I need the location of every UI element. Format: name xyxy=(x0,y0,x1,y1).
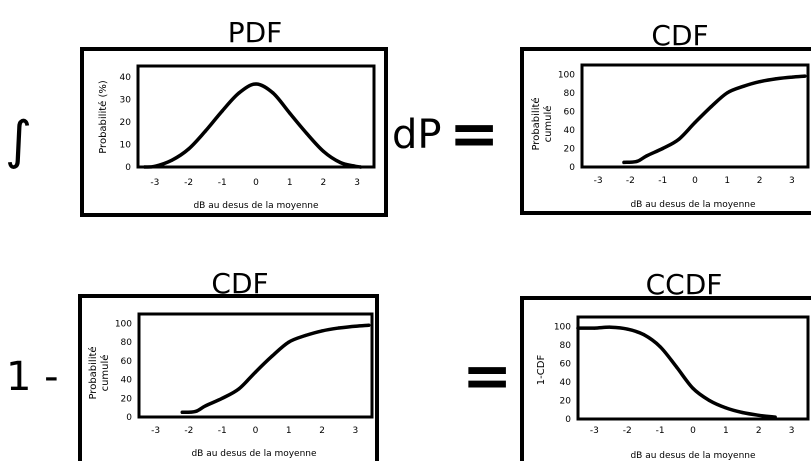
x-tick-label: 0 xyxy=(692,176,698,186)
y-tick-label: 60 xyxy=(564,107,576,117)
equals-sign-bottom: = xyxy=(462,341,512,411)
plot-frame xyxy=(137,312,374,419)
y-tick-label: 100 xyxy=(558,70,575,80)
y-tick-label: 0 xyxy=(125,163,131,173)
x-tick-label: 3 xyxy=(789,426,795,436)
data-points xyxy=(180,323,371,414)
x-tick-label: 1 xyxy=(287,178,293,188)
y-tick-label: 40 xyxy=(120,73,132,83)
x-tick-label: -1 xyxy=(218,426,227,436)
x-tick-label: -3 xyxy=(590,426,599,436)
panel-frame xyxy=(520,296,811,461)
one-minus-operator: 1 - xyxy=(6,354,59,400)
x-tick-label: 3 xyxy=(789,176,795,186)
integral-sign: ∫ xyxy=(5,111,32,171)
x-tick-label: 0 xyxy=(253,426,259,436)
equals-sign-top: = xyxy=(449,99,499,169)
x-axis-label: dB au desus de la moyenne xyxy=(630,200,756,210)
data-points xyxy=(622,74,807,164)
x-axis-label: dB au desus de la moyenne xyxy=(193,201,319,211)
y-axis-label: 1-CDF xyxy=(536,355,547,386)
x-tick-label: 1 xyxy=(724,176,730,186)
y-axis-label-line2: cumulé xyxy=(542,106,554,143)
y-tick-label: 80 xyxy=(564,89,576,99)
x-tick-label: -2 xyxy=(623,426,632,436)
y-tick-label: 100 xyxy=(115,319,132,329)
series-line xyxy=(622,74,807,165)
y-tick-labels: 0 20 40 60 80 100 xyxy=(558,70,575,173)
x-tick-label: 3 xyxy=(354,178,360,188)
y-axis-label-line2: cumulé xyxy=(99,355,111,392)
x-tick-labels: -3 -2 -1 0 1 2 3 xyxy=(594,176,795,186)
y-tick-label: 0 xyxy=(569,163,575,173)
y-axis-label-line1: Probabilité xyxy=(530,97,542,150)
x-tick-label: 0 xyxy=(253,178,259,188)
x-tick-labels: -3 -2 -1 0 1 2 3 xyxy=(590,426,795,436)
x-axis-label: dB au desus de la moyenne xyxy=(630,451,756,461)
x-tick-label: -2 xyxy=(184,426,193,436)
plot-frame xyxy=(576,315,810,421)
x-tick-label: 0 xyxy=(690,426,696,436)
series-line xyxy=(180,323,371,415)
y-tick-label: 20 xyxy=(564,144,576,154)
y-tick-label: 100 xyxy=(554,322,571,332)
x-tick-label: -2 xyxy=(184,178,193,188)
plot-frame xyxy=(136,64,376,169)
y-tick-label: 20 xyxy=(120,118,132,128)
x-tick-labels: -3 -2 -1 0 1 2 3 xyxy=(151,426,358,436)
x-tick-label: 2 xyxy=(319,426,325,436)
y-tick-labels: 0 20 40 60 80 100 xyxy=(554,322,571,425)
x-tick-label: 2 xyxy=(321,178,327,188)
x-tick-label: -3 xyxy=(594,176,603,186)
y-tick-label: 80 xyxy=(121,338,133,348)
dp-operator: dP xyxy=(392,112,442,158)
y-tick-labels: 0 20 40 60 80 100 xyxy=(115,319,132,423)
panel-title: PDF xyxy=(228,16,283,49)
y-tick-label: 40 xyxy=(121,376,133,386)
x-tick-label: 2 xyxy=(756,426,762,436)
panel-frame xyxy=(520,47,811,215)
y-tick-label: 30 xyxy=(120,96,132,106)
panel-frame xyxy=(80,47,388,217)
panel-title: CDF xyxy=(651,19,708,52)
y-tick-label: 0 xyxy=(126,413,132,423)
y-tick-label: 60 xyxy=(121,357,133,367)
x-tick-label: -3 xyxy=(151,426,160,436)
y-tick-labels: 0 10 20 30 40 xyxy=(120,73,132,173)
y-tick-label: 80 xyxy=(560,341,572,351)
y-axis-label-line1: Probabilité xyxy=(87,346,99,399)
y-tick-label: 10 xyxy=(120,141,132,151)
x-tick-label: 1 xyxy=(723,426,729,436)
x-tick-label: -1 xyxy=(218,178,227,188)
series-line xyxy=(576,325,777,419)
x-tick-label: 1 xyxy=(286,426,292,436)
y-tick-label: 60 xyxy=(560,359,572,369)
y-axis-label: Probabilité (%) xyxy=(97,80,109,154)
ccdf-panel: CCDF 1-CDF 0 20 40 60 80 100 -3 -2 -1 0 1 2 3 dB au… xyxy=(520,268,811,461)
x-tick-label: 2 xyxy=(757,176,763,186)
x-tick-label: -3 xyxy=(150,178,159,188)
pdf-panel: PDF Probabilité (%) 0 10 20 30 40 -3 -2 -1 0 1 2 3… xyxy=(80,16,388,217)
panel-frame xyxy=(78,294,379,461)
x-tick-label: -1 xyxy=(656,426,665,436)
series-line xyxy=(142,82,363,169)
panel-title: CCDF xyxy=(646,268,723,301)
y-tick-label: 20 xyxy=(560,396,572,406)
y-tick-label: 40 xyxy=(564,126,576,136)
x-tick-label: -1 xyxy=(658,176,667,186)
x-tick-label: 3 xyxy=(352,426,358,436)
x-tick-labels: -3 -2 -1 0 1 2 3 xyxy=(150,178,360,188)
y-tick-label: 20 xyxy=(121,394,133,404)
x-tick-label: -2 xyxy=(626,176,635,186)
y-tick-label: 40 xyxy=(560,378,572,388)
plot-frame xyxy=(580,63,810,169)
data-points xyxy=(576,325,777,419)
x-axis-label: dB au desus de la moyenne xyxy=(191,449,317,459)
y-tick-label: 0 xyxy=(565,415,571,425)
